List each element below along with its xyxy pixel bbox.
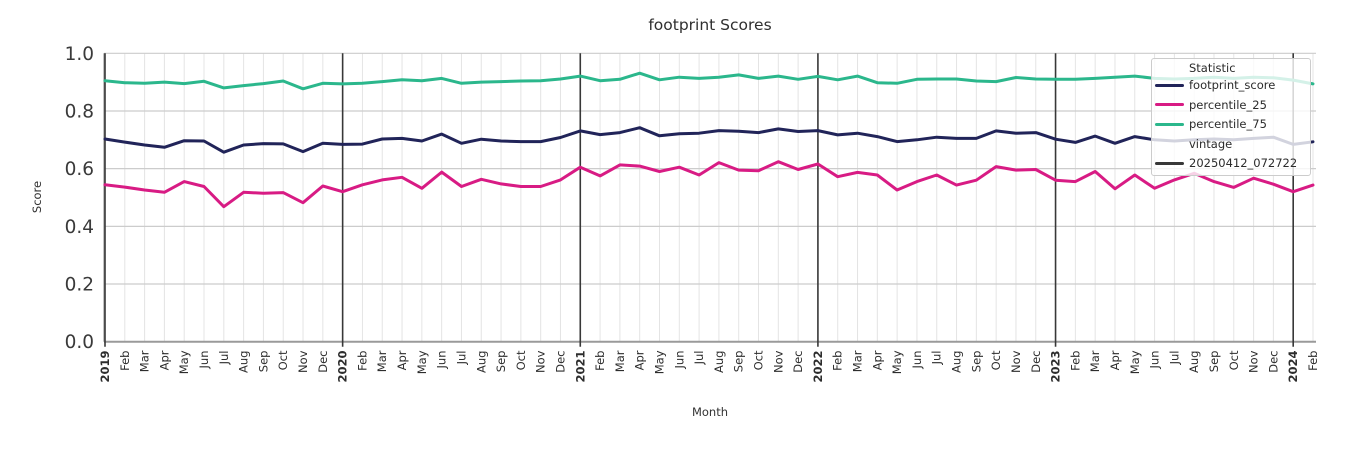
svg-text:Jun: Jun [672,351,686,370]
svg-text:Oct: Oct [514,350,528,370]
series-line-percentile_75 [103,71,1315,91]
svg-text:Dec: Dec [1266,351,1280,373]
svg-text:Nov: Nov [1247,350,1261,373]
legend-spacer [1155,142,1184,145]
svg-text:Feb: Feb [118,351,132,371]
svg-text:Mar: Mar [138,350,152,372]
vintage-line-swatch [1155,161,1184,165]
legend-item-percentile-25: percentile_25 [1155,95,1310,114]
svg-text:Feb: Feb [1306,351,1320,371]
axes-spines [103,53,1316,343]
svg-text:Sep: Sep [256,351,270,373]
svg-text:May: May [652,350,666,374]
svg-text:May: May [890,350,904,374]
svg-text:Oct: Oct [989,350,1003,370]
legend-item-percentile-75: percentile_75 [1155,115,1310,134]
chart-title: footprint Scores [648,16,772,34]
svg-text:Apr: Apr [1108,350,1122,370]
svg-text:Sep: Sep [969,351,983,373]
svg-text:Jul: Jul [692,351,706,366]
legend-item-footprint-score: footprint_score [1155,76,1310,95]
svg-text:Oct: Oct [752,350,766,370]
percentile-25-line-swatch [1155,103,1184,107]
svg-text:0.8: 0.8 [65,101,94,122]
svg-text:Mar: Mar [375,350,389,372]
svg-text:Sep: Sep [1207,351,1221,373]
svg-text:Dec: Dec [1029,351,1043,373]
svg-text:Jul: Jul [1167,351,1181,366]
svg-text:Apr: Apr [395,350,409,370]
legend: Statistic footprint_score percentile_25 … [1151,58,1311,176]
x-tick-labels: 2019 Feb Mar Apr May Jun Jul Aug Sep Oct Nov Dec 202… [98,350,1320,382]
svg-text:Nov: Nov [534,350,548,373]
svg-text:2023: 2023 [1049,351,1063,383]
x-axis-label: Month [691,405,729,419]
svg-text:Dec: Dec [553,351,567,373]
svg-text:Aug: Aug [1187,351,1201,373]
svg-text:May: May [177,350,191,374]
svg-text:Oct: Oct [276,350,290,370]
svg-text:Apr: Apr [157,350,171,370]
svg-text:Jul: Jul [930,351,944,366]
svg-text:Jul: Jul [217,351,231,366]
series-line-footprint_score [103,126,1315,154]
svg-text:1.0: 1.0 [65,44,94,65]
svg-text:Dec: Dec [791,351,805,373]
svg-text:Nov: Nov [771,350,785,373]
svg-text:0.2: 0.2 [65,275,94,296]
svg-text:2019: 2019 [98,351,112,383]
svg-text:Feb: Feb [831,351,845,371]
svg-text:Aug: Aug [474,351,488,373]
y-tick-labels: 0.0 0.2 0.4 0.6 0.8 1.0 [65,44,94,353]
svg-text:2024: 2024 [1286,351,1300,383]
svg-text:Apr: Apr [633,350,647,370]
svg-text:0.0: 0.0 [65,332,94,353]
legend-subtitle-vintage: vintage [1155,134,1310,153]
svg-text:Mar: Mar [613,350,627,372]
svg-text:Apr: Apr [870,350,884,370]
svg-text:2022: 2022 [811,351,825,383]
svg-text:Mar: Mar [1088,350,1102,372]
svg-text:Sep: Sep [494,351,508,373]
svg-text:Oct: Oct [1227,350,1241,370]
svg-text:Nov: Nov [296,350,310,373]
svg-text:Feb: Feb [1068,351,1082,371]
svg-text:2021: 2021 [573,351,587,383]
svg-text:2020: 2020 [336,351,350,383]
svg-text:Sep: Sep [732,351,746,373]
svg-text:Jun: Jun [197,351,211,370]
footprint-score-line-swatch [1155,83,1184,87]
svg-text:Dec: Dec [316,351,330,373]
series-line-percentile_25 [103,160,1315,209]
svg-text:0.6: 0.6 [65,159,94,180]
svg-text:Mar: Mar [851,350,865,372]
svg-text:Jul: Jul [454,351,468,366]
svg-text:Jun: Jun [1148,351,1162,370]
svg-text:0.4: 0.4 [65,217,94,238]
svg-text:Feb: Feb [355,351,369,371]
month-gridlines [104,53,1314,342]
legend-title: Statistic [1189,61,1236,76]
svg-text:May: May [1128,350,1142,374]
svg-text:Jun: Jun [910,351,924,370]
svg-text:Jun: Jun [435,351,449,370]
svg-text:May: May [415,350,429,374]
svg-text:Aug: Aug [950,351,964,373]
svg-text:Aug: Aug [712,351,726,373]
svg-text:Feb: Feb [593,351,607,371]
percentile-75-line-swatch [1155,122,1184,126]
svg-text:Aug: Aug [237,351,251,373]
score-gridlines [104,52,1316,343]
legend-item-vintage-value: 20250412_072722 [1155,154,1310,173]
svg-text:Nov: Nov [1009,350,1023,373]
